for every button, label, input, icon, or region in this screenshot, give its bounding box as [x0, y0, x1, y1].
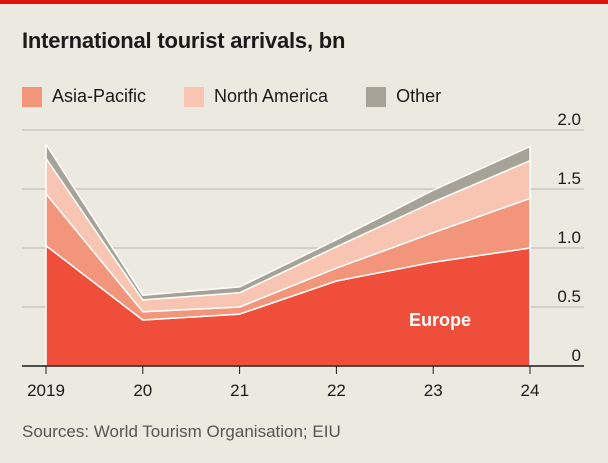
stacked-areas [45, 143, 531, 367]
y-tick-label: 0.5 [557, 287, 581, 306]
axes [22, 365, 584, 374]
legend-swatch-north-america [184, 86, 205, 107]
legend-label-asia-pacific: Asia-Pacific [52, 86, 147, 106]
y-tick-label: 0 [572, 346, 581, 365]
y-tick-label: 2.0 [557, 110, 581, 129]
x-tick-label: 22 [327, 381, 346, 400]
area-label-europe: Europe [409, 310, 471, 330]
x-tick-label: 21 [230, 381, 249, 400]
x-tick-label: 23 [424, 381, 443, 400]
legend-swatch-asia-pacific [22, 86, 42, 107]
legend-item-other: Other [366, 86, 441, 107]
source-note: Sources: World Tourism Organisation; EIU [22, 422, 341, 441]
legend-item-asia-pacific: Asia-Pacific [22, 86, 146, 107]
x-tick-label: 24 [521, 381, 540, 400]
legend: Asia-Pacific North America Other [22, 86, 479, 107]
area-other [45, 143, 531, 301]
chart-title: International tourist arrivals, bn [22, 28, 346, 53]
legend-swatch-other [366, 86, 387, 107]
tick-labels: 0 0.5 1.0 1.5 2.0 2019 20 21 22 23 24 Europe [27, 110, 581, 400]
legend-label-other: Other [396, 86, 442, 106]
legend-item-north-america: North America [184, 86, 328, 107]
legend-label-north-america: North America [214, 86, 329, 106]
x-tick-label: 2019 [27, 381, 65, 400]
y-tick-label: 1.5 [557, 169, 581, 188]
top-accent-bar [0, 0, 608, 4]
y-tick-label: 1.0 [557, 228, 581, 247]
x-tick-label: 20 [133, 381, 152, 400]
